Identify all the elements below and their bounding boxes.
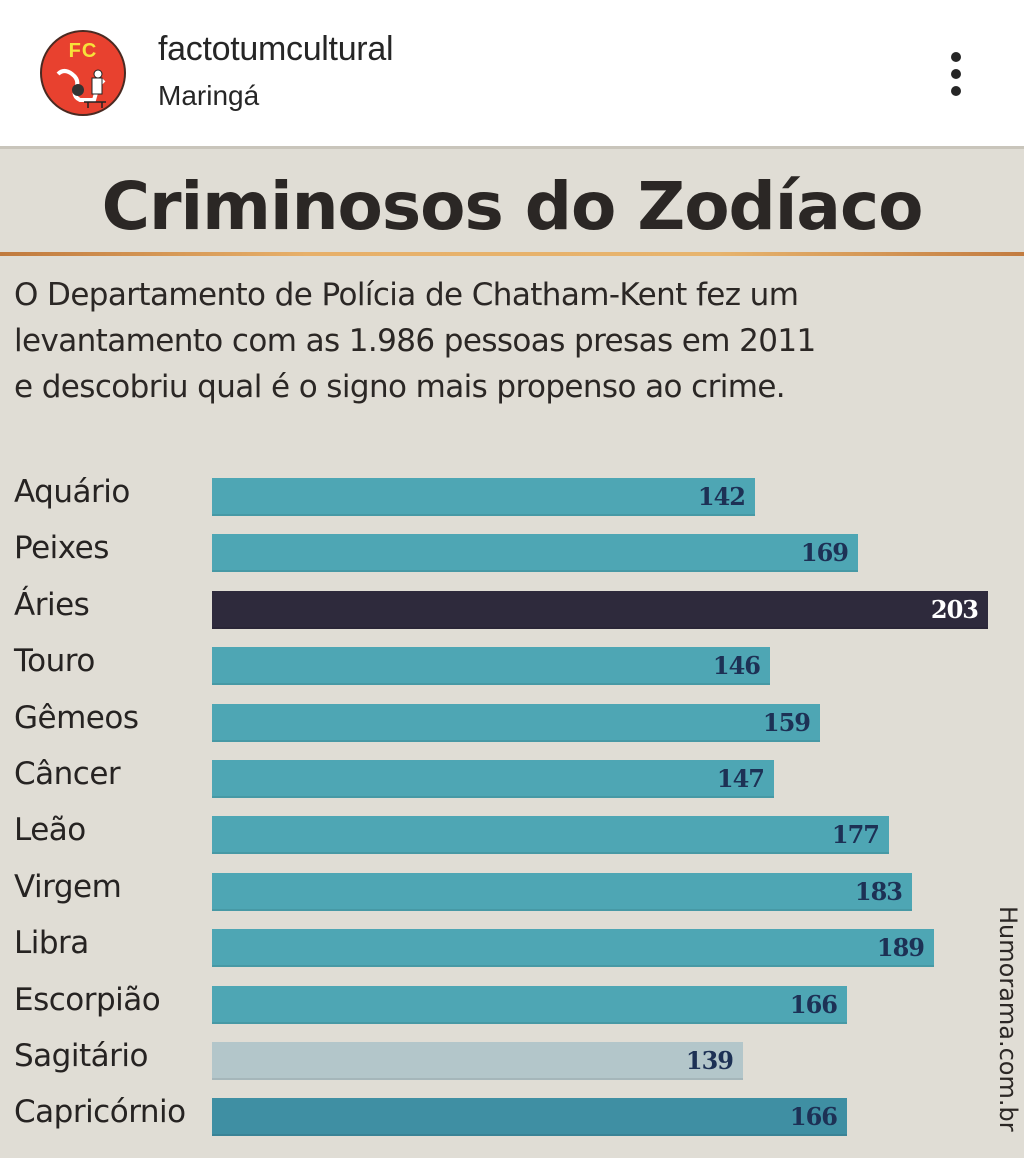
value-label: 177 [831,820,880,850]
value-label: 139 [685,1046,734,1075]
chart-row: Áries 203 [0,584,1024,640]
chart-row: Touro 146 [0,640,1024,696]
chart-row: Aquário 142 [0,471,1024,527]
data-bar: 139 [212,1042,743,1080]
more-options-button[interactable] [938,46,974,102]
data-bar: 169 [212,534,858,573]
value-label: 166 [789,1102,838,1132]
value-label: 183 [854,876,903,906]
data-bar: 203 [212,590,988,629]
category-label: Câncer [14,756,121,792]
data-bar: 147 [212,760,774,798]
data-bar: 142 [212,478,755,516]
location-link[interactable]: Maringá [158,80,260,111]
category-label: Leão [14,812,86,849]
value-label: 169 [800,538,849,568]
post-header: FC factotumcultural Maringá [0,0,1024,146]
chart-row: Libra 189 [0,922,1024,978]
category-label: Sagitário [14,1038,148,1074]
data-bar: 159 [212,703,820,742]
value-label: 203 [930,594,979,624]
category-label: Touro [14,643,95,680]
chart-row: Sagitário 139 [0,1035,1024,1091]
data-bar: 166 [212,985,847,1024]
avatar-logo-text: FC [68,40,98,62]
data-bar: 166 [212,1098,847,1137]
chart-row: Escorpião 166 [0,979,1024,1035]
subtitle-line: e descobriu qual é o signo mais propenso… [14,369,786,405]
chart-row: Gêmeos 159 [0,697,1024,753]
value-label: 189 [876,933,925,963]
data-bar: 189 [212,929,934,968]
more-vertical-icon [951,69,961,79]
category-label: Áries [14,586,90,623]
chart-row: Peixes 169 [0,527,1024,583]
more-vertical-icon [951,52,961,62]
category-label: Capricórnio [14,1094,186,1131]
data-bar: 177 [212,816,889,855]
data-bar: 146 [212,647,770,686]
category-label: Virgem [14,868,122,905]
value-label: 159 [762,707,811,737]
username-link[interactable]: factotumcultural [158,30,394,68]
chart-row: Virgem 183 [0,866,1024,922]
chart-row: Leão 177 [0,809,1024,865]
value-label: 146 [712,651,761,681]
category-label: Peixes [14,530,109,567]
value-label: 147 [716,764,765,793]
data-bar: 183 [212,872,912,911]
title-divider [0,252,1024,256]
avatar-illustration-icon [56,69,106,108]
value-label: 142 [697,482,746,511]
watermark: Humorama.com.br [994,906,1022,1132]
category-label: Escorpião [14,981,161,1018]
category-label: Gêmeos [14,699,139,736]
chart-subtitle: O Departamento de Polícia de Chatham-Ken… [14,272,1014,410]
chart-row: Câncer 147 [0,753,1024,809]
chart-title: Criminosos do Zodíaco [101,168,924,245]
avatar[interactable]: FC [40,30,126,116]
category-label: Libra [14,925,89,962]
subtitle-line: levantamento com as 1.986 pessoas presas… [14,323,816,359]
chart-row: Capricórnio 166 [0,1091,1024,1147]
category-label: Aquário [14,474,130,510]
subtitle-line: O Departamento de Polícia de Chatham-Ken… [14,277,799,313]
value-label: 166 [789,989,838,1019]
post-image[interactable]: Criminosos do Zodíaco O Departamento de … [0,146,1024,1158]
more-vertical-icon [951,86,961,96]
